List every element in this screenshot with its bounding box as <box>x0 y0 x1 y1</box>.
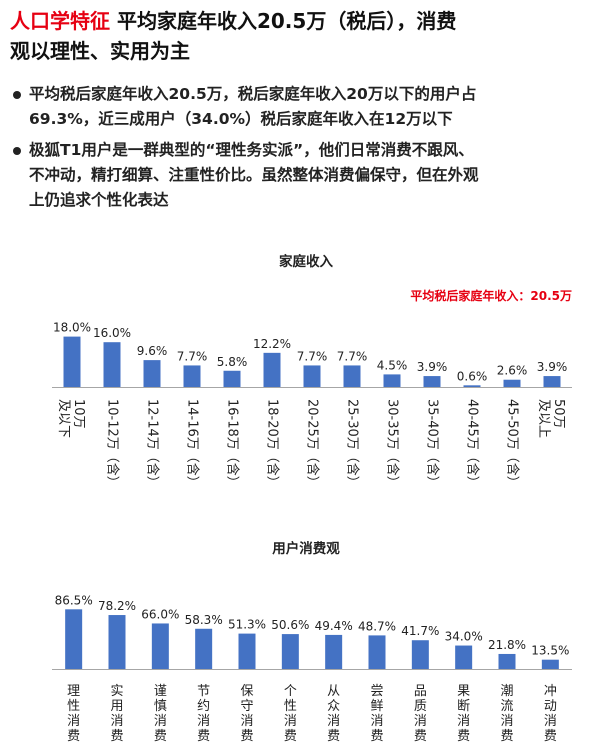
bar <box>498 653 516 669</box>
data-label: 12.2% <box>253 337 291 351</box>
data-label: 13.5% <box>531 644 569 658</box>
title-line2: 观以理性、实用为主 <box>10 39 190 63</box>
bar <box>455 645 473 669</box>
data-label: 3.9% <box>537 360 568 374</box>
summary-bullets: 平均税后家庭年收入20.5万，税后家庭年收入20万以下的用户占 69.3%，近三… <box>10 82 605 219</box>
bar <box>463 385 481 387</box>
category-label: 潮流消费 <box>500 684 513 744</box>
data-label: 7.7% <box>177 349 208 363</box>
category-label: 45-50万（含） <box>505 399 521 489</box>
bar <box>103 342 121 387</box>
data-label: 3.9% <box>417 360 448 374</box>
category-label: 14-16万（含） <box>185 399 201 489</box>
data-label: 86.5% <box>55 593 93 607</box>
bar <box>543 376 561 387</box>
title-main: 平均家庭年收入20.5万（税后），消费 <box>116 9 457 33</box>
data-label: 58.3% <box>185 613 223 627</box>
bar <box>343 365 361 387</box>
bar <box>238 633 256 669</box>
data-label: 34.0% <box>445 630 483 644</box>
category-label: 果断消费 <box>457 684 470 744</box>
bullet-income: 平均税后家庭年收入20.5万，税后家庭年收入20万以下的用户占 69.3%，近三… <box>10 82 605 132</box>
category-label: 50万及以上 <box>537 399 567 438</box>
data-label: 49.4% <box>315 619 353 633</box>
bar <box>303 365 321 387</box>
bar <box>63 336 81 387</box>
category-label: 品质消费 <box>414 684 427 744</box>
category-label: 理性消费 <box>67 684 80 744</box>
category-label: 16-18万（含） <box>225 399 241 489</box>
data-label: 7.7% <box>337 349 368 363</box>
category-label: 个性消费 <box>284 684 297 744</box>
bar <box>183 365 201 387</box>
data-label: 0.6% <box>457 369 488 383</box>
category-label: 12-14万（含） <box>145 399 161 489</box>
category-label: 尝鲜消费 <box>370 684 383 744</box>
bullet-text-line: 上仍追求个性化表达 <box>29 191 169 209</box>
bar <box>151 623 169 669</box>
bar <box>65 609 83 669</box>
bar <box>423 376 441 387</box>
category-label: 40-45万（含） <box>465 399 481 489</box>
category-label: 35-40万（含） <box>425 399 441 489</box>
bar <box>143 360 161 387</box>
category-label: 10-12万（含） <box>105 399 121 489</box>
bar <box>195 628 213 669</box>
category-label: 30-35万（含） <box>385 399 401 489</box>
data-label: 9.6% <box>137 344 168 358</box>
category-label: 实用消费 <box>110 684 123 744</box>
bar <box>383 374 401 387</box>
page-title: 人口学特征 平均家庭年收入20.5万（税后），消费 观以理性、实用为主 <box>10 6 605 66</box>
chart-title: 用户消费观 <box>272 540 340 557</box>
data-label: 50.6% <box>271 618 309 632</box>
bar <box>108 615 126 669</box>
category-label: 冲动消费 <box>544 684 557 744</box>
bullet-text-line: 极狐T1用户是一群典型的“理性务实派”，他们日常消费不跟风、 <box>29 141 474 159</box>
bullet-dot-icon <box>13 147 21 155</box>
data-label: 16.0% <box>93 326 131 340</box>
data-label: 21.8% <box>488 638 526 652</box>
bullet-text-line: 平均税后家庭年收入20.5万，税后家庭年收入20万以下的用户占 <box>29 85 477 103</box>
category-label: 保守消费 <box>240 684 253 744</box>
category-label: 25-30万（含） <box>345 399 361 489</box>
bar <box>503 379 521 387</box>
bullet-dot-icon <box>13 91 21 99</box>
title-highlight: 人口学特征 <box>10 9 110 33</box>
chart-title: 家庭收入 <box>279 253 333 270</box>
category-label: 10万及以下 <box>57 399 87 438</box>
category-label: 节约消费 <box>197 684 210 744</box>
data-label: 5.8% <box>217 355 248 369</box>
data-label: 2.6% <box>497 364 528 378</box>
bullet-consumption: 极狐T1用户是一群典型的“理性务实派”，他们日常消费不跟风、 不冲动，精打细算、… <box>10 138 605 213</box>
category-label: 谨慎消费 <box>154 684 167 744</box>
bar <box>411 640 429 669</box>
data-label: 7.7% <box>297 349 328 363</box>
category-label: 18-20万（含） <box>265 399 281 489</box>
data-label: 41.7% <box>401 624 439 638</box>
bar <box>263 352 281 387</box>
bar <box>368 635 386 669</box>
bar <box>325 634 343 669</box>
data-label: 18.0% <box>53 321 91 335</box>
bar <box>223 370 241 387</box>
bar <box>281 634 299 669</box>
data-label: 51.3% <box>228 618 266 632</box>
data-label: 48.7% <box>358 619 396 633</box>
bar <box>541 659 559 669</box>
category-label: 20-25万（含） <box>305 399 321 489</box>
chart-annotation: 平均税后家庭年收入：20.5万 <box>410 288 572 303</box>
bullet-text-line: 不冲动，精打细算、注重性价比。虽然整体消费偏保守，但在外观 <box>29 166 479 184</box>
data-label: 78.2% <box>98 599 136 613</box>
bullet-text-line: 69.3%，近三成用户（34.0%）税后家庭年收入在12万以下 <box>29 110 453 128</box>
data-label: 66.0% <box>141 607 179 621</box>
category-label: 从众消费 <box>327 684 340 744</box>
data-label: 4.5% <box>377 358 408 372</box>
